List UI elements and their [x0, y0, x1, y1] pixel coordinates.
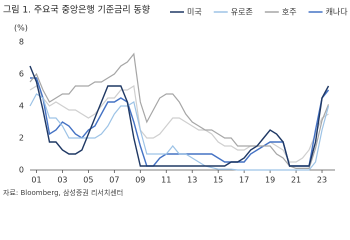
x-tick-label: 17: [239, 176, 249, 185]
chart-title: 그림 1. 주요국 중앙은행 기준금리 동향: [3, 4, 150, 16]
x-tick-label: 21: [291, 176, 301, 185]
y-tick-label: 0: [19, 166, 24, 175]
x-tick-label: 11: [161, 176, 171, 185]
y-tick-label: 6: [19, 70, 24, 79]
series-line: [29, 85, 329, 163]
chart: 그림 1. 주요국 중앙은행 기준금리 동향 (%) 자료: Bloomberg…: [3, 4, 349, 198]
source: 자료: Bloomberg, 삼성증권 리서치센터: [3, 188, 123, 197]
y-tick-label: 8: [19, 38, 24, 47]
x-tick-label: 19: [265, 176, 275, 185]
x-tick-label: 03: [57, 176, 67, 185]
series-line: [30, 77, 330, 167]
x-tick-label: 07: [109, 176, 119, 185]
y-axis-label: (%): [14, 24, 28, 33]
series-line: [29, 65, 330, 167]
x-tick-label: 09: [135, 176, 145, 185]
x-tick-label: 13: [187, 176, 197, 185]
legend-label: 호주: [282, 8, 297, 17]
series-line: [29, 93, 330, 171]
x-tick-label: 01: [31, 176, 41, 185]
y-tick-label: 2: [19, 134, 24, 143]
series-line: [29, 52, 330, 169]
legend-label: 캐나다: [326, 8, 349, 17]
x-tick-label: 05: [83, 176, 93, 185]
legend-label: 미국: [187, 8, 202, 17]
x-tick-label: 23: [317, 176, 327, 185]
x-tick-label: 15: [213, 176, 223, 185]
y-tick-label: 4: [19, 102, 24, 111]
legend-label: 유로존: [231, 8, 253, 17]
